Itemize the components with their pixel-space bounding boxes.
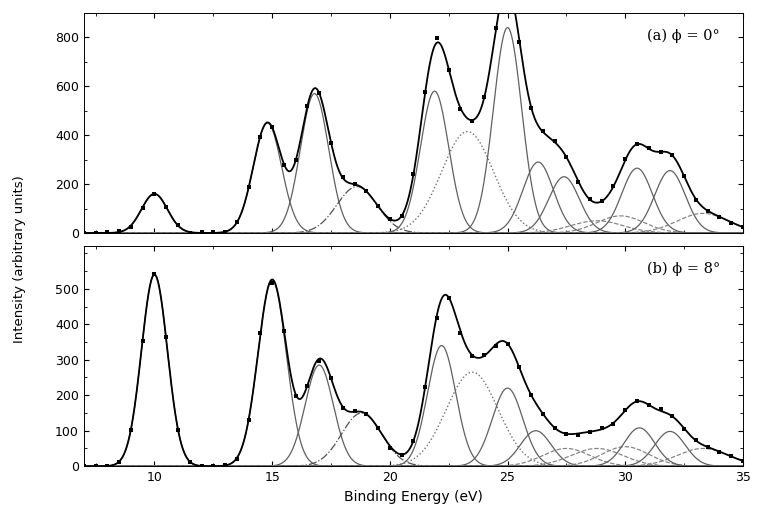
- Text: Intensity (arbitrary units): Intensity (arbitrary units): [12, 175, 26, 343]
- X-axis label: Binding Energy (eV): Binding Energy (eV): [344, 490, 483, 503]
- Text: (b) ϕ = 8°: (b) ϕ = 8°: [647, 262, 720, 276]
- Text: (a) ϕ = 0°: (a) ϕ = 0°: [647, 28, 720, 43]
